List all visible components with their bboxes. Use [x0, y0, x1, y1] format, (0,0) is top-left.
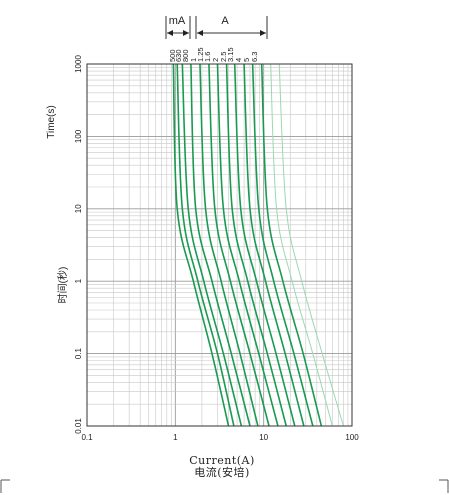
rating-label: 3.15 — [226, 47, 235, 62]
y-tick-label: 100 — [74, 129, 83, 143]
curve-1-25 — [199, 63, 259, 427]
curve-4 — [243, 63, 305, 427]
rating-label: 2 — [211, 58, 220, 62]
x-axis-label-cn: 电流(安培) — [194, 465, 250, 479]
unit-group-label: A — [221, 15, 229, 27]
curve-500 — [172, 63, 230, 427]
rating-label: 6.3 — [250, 52, 259, 62]
curve-2-5 — [225, 63, 287, 427]
curve-2 — [216, 63, 279, 427]
plot-frame — [86, 63, 353, 427]
y-tick-label: 0.1 — [74, 347, 83, 359]
curve-3-15 — [233, 63, 296, 427]
x-tick-label: 100 — [345, 433, 359, 442]
rating-label: 4 — [234, 58, 243, 62]
curve-5 — [251, 63, 314, 427]
curve-1-6 — [208, 63, 270, 427]
x-tick-label: 1 — [173, 433, 178, 442]
y-axis-label: Time(s) — [46, 105, 57, 139]
rating-label: 800 — [181, 49, 190, 62]
y-tick-label: 10 — [74, 204, 83, 213]
rating-label: 1.6 — [203, 52, 212, 62]
x-tick-label: 0.1 — [81, 433, 93, 442]
x-tick-label: 10 — [259, 433, 268, 442]
rating-label: 630 — [174, 49, 183, 62]
curve-layer — [172, 63, 344, 427]
curve-800 — [181, 63, 243, 427]
rating-label: 1 — [189, 58, 198, 62]
rating-label: 2.5 — [219, 52, 228, 62]
crop-mark-left — [0, 479, 10, 493]
y-axis-label-cn: 时间(秒) — [56, 267, 69, 304]
arrow-head-right — [260, 30, 266, 36]
x-axis-label: Current(A) — [189, 454, 255, 467]
y-tick-label: 1 — [74, 278, 83, 283]
arrow-head-left — [167, 30, 173, 36]
curve-630 — [176, 63, 235, 427]
arrow-head-right — [183, 30, 189, 36]
rating-label: 1.25 — [196, 47, 205, 62]
arrow-head-left — [197, 30, 203, 36]
rating-label: 500 — [168, 49, 177, 62]
curve-6-3 — [260, 63, 323, 427]
curve-extra-13 — [278, 63, 344, 427]
crop-mark-right — [439, 479, 449, 493]
unit-group-label: mA — [169, 15, 186, 27]
y-tick-label: 1000 — [74, 55, 83, 73]
curve-1 — [190, 63, 251, 427]
y-tick-label: 0.01 — [74, 418, 83, 434]
curve-extra-12 — [270, 63, 333, 427]
rating-label: 5 — [242, 58, 251, 62]
